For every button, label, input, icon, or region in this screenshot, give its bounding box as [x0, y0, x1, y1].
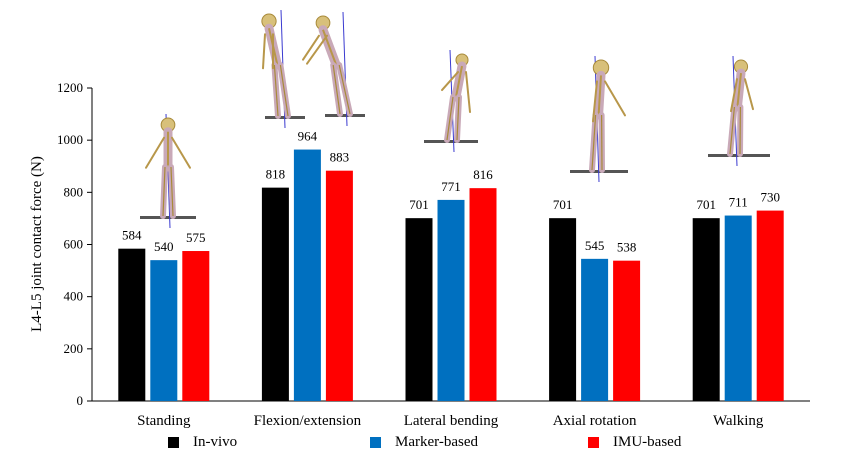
bar [293, 149, 321, 401]
left-leg-bone [591, 114, 597, 171]
right-arm [306, 34, 328, 65]
legend-swatch [370, 437, 381, 448]
right-leg-bone [279, 64, 289, 117]
legend-swatch [588, 437, 599, 448]
legend-item: IMU-based [588, 434, 681, 451]
data-label: 540 [154, 239, 174, 254]
bar [469, 188, 497, 401]
legend-label: In-vivo [193, 434, 238, 450]
y-tick-label: 800 [64, 184, 84, 199]
bar [182, 251, 210, 401]
skeleton-figures [140, 9, 770, 229]
x-tick-label: Standing [137, 413, 191, 429]
skeleton-model-extension [302, 11, 365, 127]
left-leg-bone [162, 166, 166, 217]
left-arm [730, 78, 738, 113]
platform [424, 140, 478, 143]
data-label: 818 [266, 167, 286, 182]
right-leg-bone [456, 96, 460, 141]
bar [549, 218, 577, 401]
skeleton-model-lateral-bending [424, 49, 478, 153]
legend-swatch [168, 437, 179, 448]
spine [736, 73, 742, 108]
legend-label: IMU-based [613, 434, 682, 450]
data-label: 771 [441, 179, 461, 194]
axes: 0 200 400 600 800 1000 1200 [57, 80, 810, 408]
x-tick-label: Axial rotation [553, 413, 637, 429]
data-label: 730 [760, 190, 780, 205]
data-label: 701 [409, 197, 429, 212]
right-arm [744, 78, 754, 111]
bar [405, 218, 433, 401]
bar [724, 215, 752, 401]
skeleton-model-axial-rotation [570, 55, 628, 183]
skeleton-model-standing [140, 113, 196, 229]
bar [756, 210, 784, 401]
bar [613, 260, 641, 401]
left-leg-bone [446, 96, 454, 141]
data-label: 883 [330, 150, 350, 165]
data-label: 575 [186, 230, 206, 245]
left-leg-bone [729, 106, 735, 155]
left-arm [592, 80, 598, 123]
legend-label: Marker-based [395, 434, 478, 450]
left-arm [302, 34, 320, 61]
data-label: 545 [585, 238, 605, 253]
y-tick-label: 200 [64, 341, 84, 356]
skeleton-model-walking [708, 55, 770, 167]
y-axis-label: L4-L5 joint contact force (N) [29, 156, 45, 332]
bar [118, 248, 146, 401]
left-leg-bone [332, 64, 341, 115]
y-tick-label: 0 [77, 393, 84, 408]
bar [692, 218, 720, 401]
right-arm [171, 136, 191, 169]
right-leg-bone [170, 166, 174, 217]
right-arm [465, 71, 471, 114]
y-tick-label: 600 [64, 237, 84, 252]
bar [150, 260, 178, 401]
y-tick-label: 1200 [57, 80, 83, 95]
platform [140, 216, 196, 219]
y-tick-label: 400 [64, 289, 84, 304]
data-label: 964 [298, 129, 318, 144]
y-tick-label: 1000 [57, 132, 83, 147]
left-arm [262, 33, 266, 70]
spine [597, 75, 602, 116]
legend-item: In-vivo [168, 434, 237, 451]
data-label: 538 [617, 240, 637, 255]
data-label: 701 [696, 197, 716, 212]
platform [325, 114, 365, 117]
x-tick-label: Lateral bending [404, 413, 499, 429]
legend: In-vivo Marker-based IMU-based [0, 434, 843, 458]
bars: 584 540 575 Standing 818 964 883 Flexion/extens… [118, 129, 784, 429]
skeleton-model-flexion [261, 9, 305, 129]
bar [437, 199, 465, 401]
right-arm [604, 80, 626, 117]
data-label: 711 [729, 195, 748, 210]
bar [261, 187, 289, 401]
left-arm [145, 136, 165, 169]
legend-item: Marker-based [370, 434, 478, 451]
right-leg-bone [338, 64, 351, 115]
x-tick-label: Flexion/extension [254, 413, 362, 429]
left-arm [441, 71, 459, 92]
data-label: 584 [122, 228, 142, 243]
spine [455, 65, 463, 98]
data-label: 816 [473, 167, 493, 182]
spine [322, 29, 338, 66]
data-label: 701 [553, 197, 573, 212]
bar [325, 170, 353, 401]
left-leg-bone [273, 64, 279, 117]
bar [581, 258, 609, 401]
x-tick-label: Walking [713, 413, 764, 429]
